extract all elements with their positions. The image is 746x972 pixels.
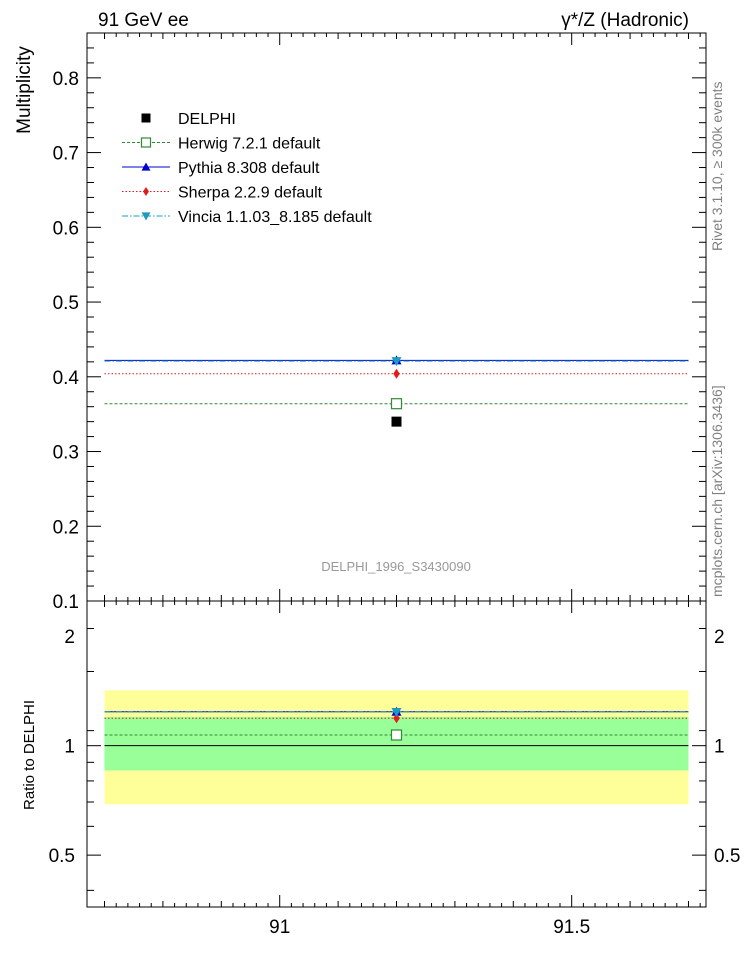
analysis-label: DELPHI_1996_S3430090 <box>321 559 471 574</box>
uncertainty-band-green <box>104 716 689 771</box>
ratio-ylabel: Ratio to DELPHI <box>21 700 38 810</box>
main-series-lines <box>104 359 689 405</box>
ratio-y-tick-label: 0.5 <box>49 846 75 867</box>
legend-entry-label: DELPHI <box>178 111 236 128</box>
header-left-label: 91 GeV ee <box>98 10 189 31</box>
ratio-y-tick-label: 1 <box>64 737 75 758</box>
ratio-series-marker <box>391 707 402 717</box>
ratio-series-marker <box>390 729 403 741</box>
ratio-y-tick-label-right: 2 <box>714 627 725 648</box>
ratio-y-tick-label: 2 <box>64 627 75 648</box>
y-tick-label: 0.3 <box>53 443 79 464</box>
main-ylabel: Multiplicity <box>14 46 35 134</box>
legend-marker <box>140 137 152 148</box>
legend: DELPHI Herwig 7.2.1 default Pythia 8.308 d… <box>122 111 372 226</box>
ratio-y-tick-label-right: 0.5 <box>714 846 740 867</box>
rivet-label: Rivet 3.1.10, ≥ 300k events <box>709 81 725 251</box>
legend-marker <box>141 162 151 171</box>
series-marker <box>391 416 402 427</box>
legend-marker <box>141 113 151 123</box>
ratio-series-markers <box>390 706 403 741</box>
legend-entry-label: Sherpa 2.2.9 default <box>178 185 323 202</box>
x-tick-label: 91.5 <box>553 917 590 938</box>
main-axes: 0.1 0.2 0.3 0.4 0.5 0.6 0.7 0.8 <box>53 32 707 613</box>
mcplots-label: mcplots.cern.ch [arXiv:1306.3436] <box>709 385 725 597</box>
y-tick-label: 0.6 <box>53 218 79 239</box>
header-right-label: γ*/Z (Hadronic) <box>561 10 689 31</box>
y-tick-label: 0.7 <box>53 144 79 165</box>
y-tick-label: 0.8 <box>53 69 79 90</box>
x-tick-label: 91 <box>269 917 290 938</box>
legend-marker <box>143 187 149 196</box>
y-tick-label: 0.2 <box>53 517 79 538</box>
legend-marker <box>141 212 151 221</box>
y-tick-label: 0.1 <box>53 592 79 613</box>
ratio-axes: 91 91.5 0.5 0.5 1 1 2 2 <box>49 600 740 938</box>
ratio-series-marker <box>393 713 400 724</box>
legend-entry-label: Herwig 7.2.1 default <box>178 136 321 153</box>
legend-entry-label: Vincia 1.1.03_8.185 default <box>178 209 372 226</box>
y-tick-label: 0.5 <box>53 293 79 314</box>
legend-entry-label: Pythia 8.308 default <box>178 160 320 177</box>
main-series-markers <box>390 355 403 427</box>
series-marker <box>391 357 402 367</box>
series-marker <box>390 398 403 410</box>
y-tick-label: 0.4 <box>53 368 80 389</box>
ratio-y-tick-label-right: 1 <box>714 737 725 758</box>
series-marker <box>393 368 400 379</box>
